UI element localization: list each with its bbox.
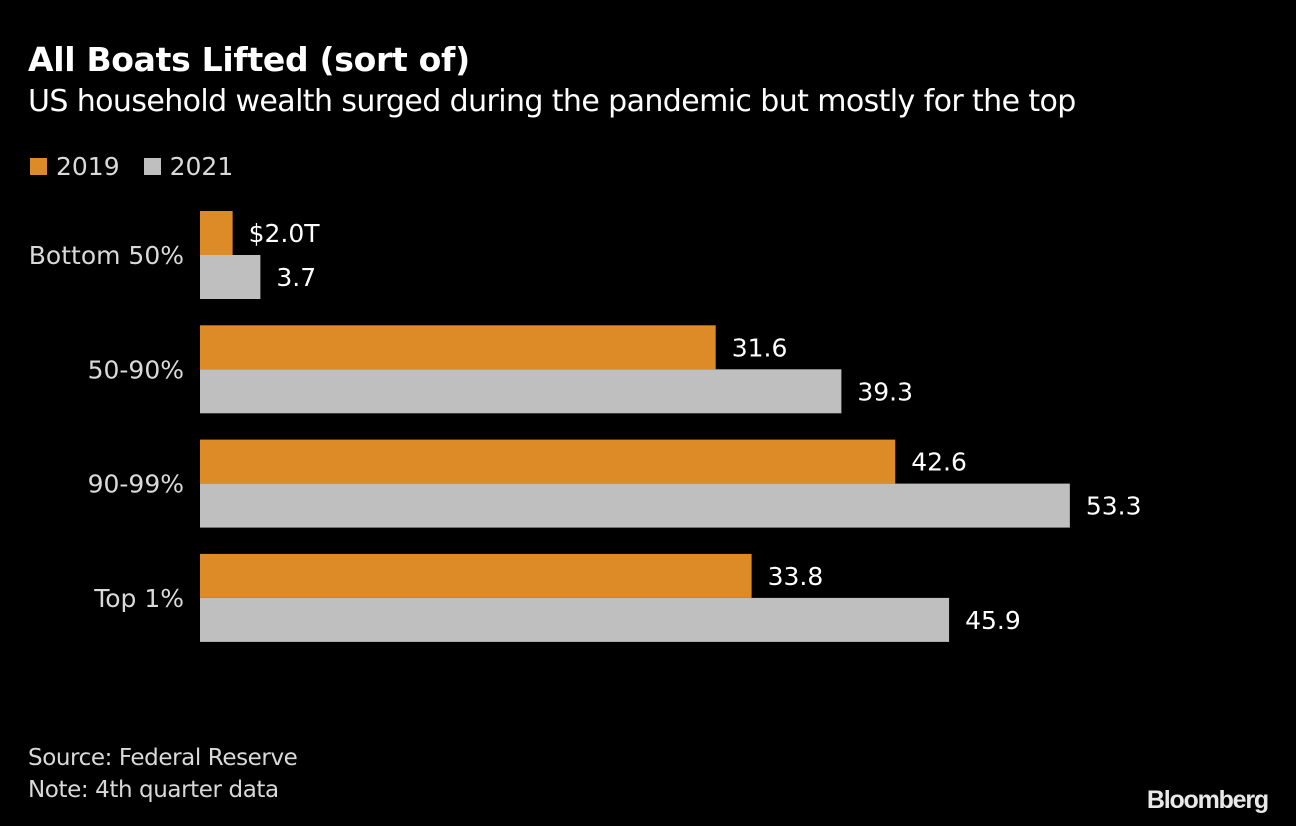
chart-title: All Boats Lifted (sort of) (28, 40, 470, 79)
value-label-2021-50-90: 39.3 (857, 377, 913, 406)
legend-swatch-2019 (30, 158, 47, 175)
value-label-2019-90-99: 42.6 (911, 448, 967, 477)
category-label: Bottom 50% (29, 241, 184, 270)
bar-group-top-1: Top 1% 33.8 45.9 (93, 553, 1021, 642)
value-label-2019-top-1: 33.8 (768, 562, 824, 591)
bar-2019-bottom-50 (200, 211, 233, 255)
bar-2021-bottom-50 (200, 255, 261, 299)
legend-swatch-2021 (143, 158, 161, 175)
legend-item-2021: 2021 (143, 152, 234, 181)
footer: Source: Federal Reserve Note: 4th quarte… (28, 742, 298, 806)
bar-2021-90-99 (200, 483, 1070, 528)
value-label-2019-50-90: 31.6 (732, 333, 788, 362)
value-label-2021-bottom-50: 3.7 (276, 263, 316, 292)
bar-2019-90-99 (200, 439, 896, 484)
bar-group-90-99: 90-99% 42.6 53.3 (88, 439, 1142, 528)
category-label: 90-99% (88, 470, 184, 499)
bloomberg-logo: Bloomberg (1146, 786, 1269, 814)
legend-label-2019: 2019 (56, 152, 120, 181)
chart-subtitle: US household wealth surged during the pa… (28, 84, 1076, 119)
bar-group-bottom-50: Bottom 50% $2.0T 3.7 (29, 211, 321, 299)
category-label: 50-90% (88, 355, 184, 384)
bar-2019-50-90 (200, 325, 716, 370)
value-label-2021-top-1: 45.9 (965, 606, 1021, 635)
category-label: Top 1% (93, 584, 184, 613)
source-note: Source: Federal Reserve (28, 745, 298, 771)
data-note: Note: 4th quarter data (28, 777, 279, 803)
legend-item-2019: 2019 (30, 152, 120, 181)
bar-2021-50-90 (200, 369, 842, 414)
value-label-2021-90-99: 53.3 (1086, 492, 1142, 521)
legend-label-2021: 2021 (169, 152, 234, 181)
bar-2019-top-1 (200, 553, 752, 598)
bar-group-50-90: 50-90% 31.6 39.3 (88, 325, 913, 414)
legend: 2019 2021 (30, 152, 257, 181)
bar-2021-top-1 (200, 597, 950, 642)
value-label-2019-bottom-50: $2.0T (249, 219, 321, 248)
